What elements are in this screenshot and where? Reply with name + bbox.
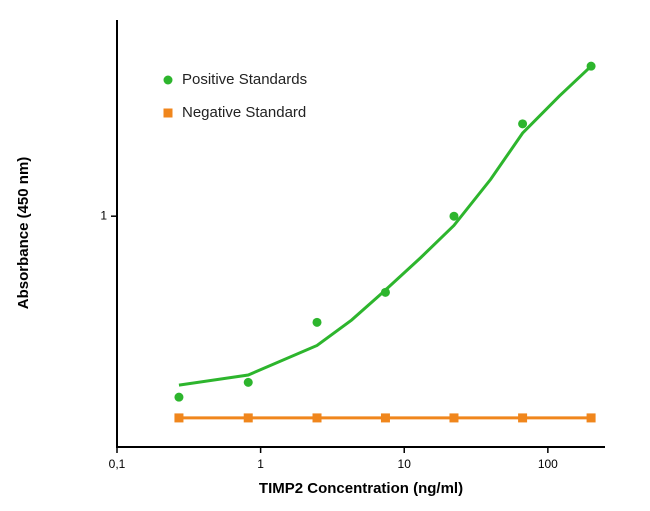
- legend-label: Positive Standards: [182, 71, 307, 88]
- x-tick-label: 1: [257, 457, 264, 471]
- legend-label: Negative Standard: [182, 104, 306, 121]
- data-point: [449, 413, 459, 423]
- series-line: [178, 65, 593, 387]
- data-point: [174, 413, 184, 423]
- data-point: [380, 287, 390, 297]
- data-point: [586, 61, 596, 71]
- data-point: [518, 413, 528, 423]
- data-point: [586, 413, 596, 423]
- y-tick-label: 1: [100, 208, 107, 222]
- data-point: [312, 413, 322, 423]
- data-point: [312, 317, 322, 327]
- data-point: [518, 119, 528, 129]
- data-point: [243, 377, 253, 387]
- data-point: [174, 392, 184, 402]
- y-axis-label: Absorbance (450 nm): [15, 157, 32, 310]
- legend-marker: [163, 108, 173, 118]
- legend-marker: [163, 75, 173, 85]
- x-tick-label: 100: [538, 457, 558, 471]
- x-tick-label: 0,1: [109, 457, 126, 471]
- x-axis-label: TIMP2 Concentration (ng/ml): [259, 480, 463, 497]
- data-point: [449, 211, 459, 221]
- x-tick-label: 10: [398, 457, 412, 471]
- data-point: [380, 413, 390, 423]
- data-point: [243, 413, 253, 423]
